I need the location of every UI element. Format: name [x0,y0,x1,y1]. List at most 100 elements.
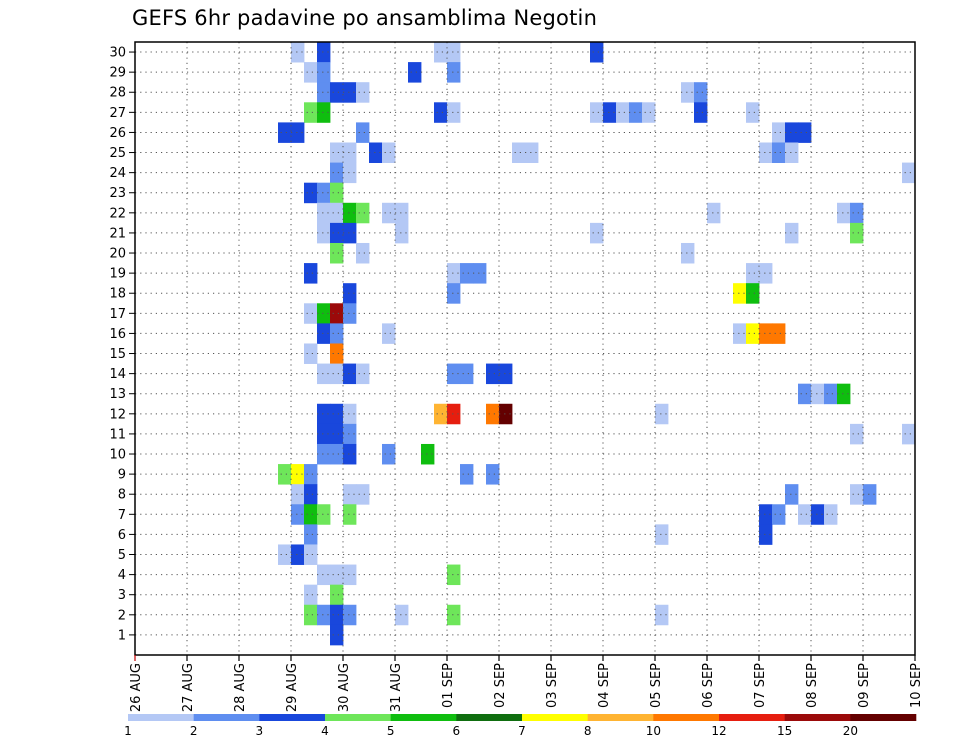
heatmap-cell [655,403,669,425]
heatmap-cell [304,584,318,606]
heatmap-cell [759,142,773,163]
heatmap-cell [616,102,630,123]
x-tick-label: 04 SEP [597,663,612,708]
y-tick-label: 11 [109,427,126,442]
plot-frame [134,41,916,656]
cells-layer [278,42,915,646]
heatmap-cell [317,423,331,445]
heatmap-cell [278,122,292,143]
heatmap-cell [343,142,357,163]
y-tick-label: 9 [118,468,126,483]
colorbar-swatch [193,714,260,721]
x-tick-label: 28 AUG [233,663,248,712]
colorbar-swatch [719,714,785,721]
heatmap-cell [590,222,604,244]
heatmap-cell [356,242,370,264]
y-tick-label: 2 [118,608,126,623]
heatmap-cell [746,263,760,284]
heatmap-cell [317,42,331,63]
colorbar-label: 15 [777,724,792,738]
heatmap-cell [291,544,305,565]
x-tick-label: 01 SEP [441,663,456,708]
colorbar: 1 2 3 4 5 6 7 8 10 12 15 20 [124,714,917,738]
heatmap-cell [655,604,669,626]
heatmap-cell [395,202,409,224]
heatmap-cell [343,484,357,505]
heatmap-cell [772,142,786,163]
heatmap-cell [330,443,344,465]
colorbar-label: 2 [190,724,198,738]
colorbar-label: 5 [387,724,395,738]
heatmap-cell [382,443,396,465]
heatmap-cell [603,102,617,123]
heatmap-cell [343,162,357,184]
heatmap-cell [746,283,760,304]
y-tick-label: 4 [118,568,126,583]
y-tick-label: 18 [109,287,126,302]
y-tick-label: 22 [109,206,126,221]
heatmap-cell [421,443,435,465]
heatmap-cell [447,263,461,284]
x-tick-label: 27 AUG [181,663,196,712]
heatmap-cell [304,303,318,324]
y-tick-label: 8 [118,488,126,503]
heatmap-cell [863,484,877,505]
heatmap-cell [317,564,331,586]
heatmap-cell [343,443,357,465]
heatmap-cell [343,283,357,304]
heatmap-cell [356,484,370,505]
heatmap-cell [746,102,760,123]
x-tick-label: 07 SEP [753,663,768,708]
heatmap-cell [278,464,292,485]
heatmap-cell [772,504,786,525]
heatmap-cell [356,82,370,103]
heatmap-cell [330,162,344,184]
heatmap-cell [291,464,305,485]
heatmap-cell [395,604,409,626]
heatmap-cell [850,202,864,224]
heatmap-cell [317,102,331,123]
heatmap-cell [486,464,500,485]
heatmap-cell [590,102,604,123]
heatmap-cell [785,484,799,505]
heatmap-cell [304,263,318,284]
heatmap-cell [434,102,448,123]
heatmap-cell [330,142,344,163]
heatmap-cell [681,242,695,264]
heatmap-cell [759,323,773,344]
heatmap-cell [304,544,318,565]
y-tick-label: 28 [109,86,126,101]
heatmap-cell [499,363,513,385]
x-tick-label: 10 SEP [909,663,924,708]
colorbar-swatch [325,714,391,721]
heatmap-cell [408,62,422,83]
y-tick-label: 20 [109,247,126,262]
heatmap-cell [317,182,331,204]
colorbar-label: 3 [256,724,264,738]
x-tick-label: 02 SEP [493,663,508,708]
x-tick-label: 09 SEP [857,663,872,708]
y-tick-label: 13 [109,387,126,402]
heatmap-cell [343,363,357,385]
colorbar-swatch [456,714,523,721]
y-tick-label: 17 [109,307,126,322]
heatmap-cell [330,564,344,586]
heatmap-cell [642,102,656,123]
heatmap-cell [343,564,357,586]
heatmap-cell [785,122,799,143]
heatmap-cell [460,464,474,485]
colorbar-label: 1 [124,724,132,738]
heatmap-cell [733,323,747,344]
heatmap-cell [798,383,812,405]
heatmap-cell [291,484,305,505]
heatmap-cell [629,102,643,123]
y-tick-label: 15 [109,347,126,362]
heatmap-cell [330,82,344,103]
heatmap-cell [694,102,708,123]
y-tick-label: 10 [109,448,126,463]
heatmap-cell [304,182,318,204]
heatmap-cell [486,363,500,385]
heatmap-cell [759,263,773,284]
heatmap-cell [304,484,318,505]
heatmap-cell [798,504,812,525]
